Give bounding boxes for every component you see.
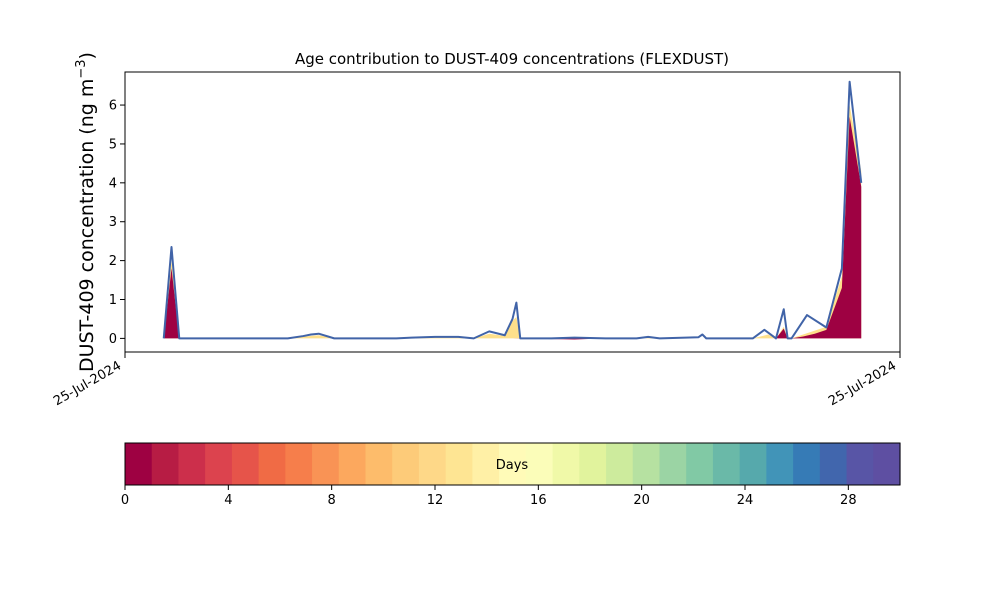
colorbar-cell [338, 443, 367, 485]
colorbar-tick-label: 24 [737, 493, 754, 508]
y-tick-label: 3 [109, 215, 117, 230]
y-tick-label: 5 [109, 137, 117, 152]
y-tick-label: 2 [109, 254, 117, 269]
y-axis-label: DUST-409 concentration (ng m−3) [74, 52, 98, 372]
colorbar-cell [793, 443, 821, 485]
colorbar-cell [712, 443, 741, 485]
colorbar-cell [312, 443, 340, 485]
colorbar-cell [766, 443, 794, 485]
colorbar-cell [365, 443, 393, 485]
colorbar-cell [819, 443, 848, 485]
y-tick-label: 0 [109, 332, 117, 347]
colorbar-cell [739, 443, 767, 485]
colorbar-cell [659, 443, 687, 485]
colorbar-cell [472, 443, 500, 485]
colorbar: Days 0 4 8 12 16 20 24 28 [121, 442, 901, 508]
colorbar-cell [873, 443, 901, 485]
colorbar-cell [258, 443, 286, 485]
colorbar-cell [499, 443, 527, 485]
colorbar-tick-label: 8 [328, 493, 336, 508]
colorbar-tick-label: 16 [530, 493, 547, 508]
colorbar-cell [205, 443, 233, 485]
colorbar-cell [686, 443, 714, 485]
colorbar-cell [231, 443, 260, 485]
plot-area [124, 71, 901, 353]
colorbar-cell [552, 443, 580, 485]
colorbar-tick-label: 4 [224, 493, 232, 508]
colorbar-cell [285, 443, 313, 485]
colorbar-cell [846, 443, 874, 485]
colorbar-tick-label: 0 [121, 493, 129, 508]
colorbar-cell [418, 443, 447, 485]
y-tick-label: 4 [109, 176, 117, 191]
colorbar-cell [606, 443, 634, 485]
colorbar-ticks: 0 4 8 12 16 20 24 28 [121, 485, 857, 508]
colorbar-cell [178, 443, 206, 485]
colorbar-cell [392, 443, 420, 485]
plot-frame [124, 71, 901, 353]
y-axis-label-exponent: −3 [74, 59, 89, 78]
colorbar-cell [579, 443, 607, 485]
y-tick-label: 6 [109, 99, 117, 114]
colorbar-cell [525, 443, 554, 485]
colorbar-frame [124, 442, 901, 486]
y-axis: 0 1 2 3 4 5 6 [109, 99, 125, 347]
colorbar-cell [445, 443, 474, 485]
chart-title: Age contribution to DUST-409 concentrati… [295, 50, 729, 68]
colorbar-cell [151, 443, 180, 485]
y-tick-label: 1 [109, 293, 117, 308]
colorbar-tick-label: 28 [840, 493, 857, 508]
colorbar-tick-label: 20 [633, 493, 650, 508]
colorbar-tick-label: 12 [427, 493, 444, 508]
total-concentration-line [162, 80, 863, 340]
colorbar-cells [125, 443, 901, 485]
colorbar-cell [632, 443, 661, 485]
colorbar-label: Days [496, 458, 529, 473]
colorbar-cell [125, 443, 153, 485]
